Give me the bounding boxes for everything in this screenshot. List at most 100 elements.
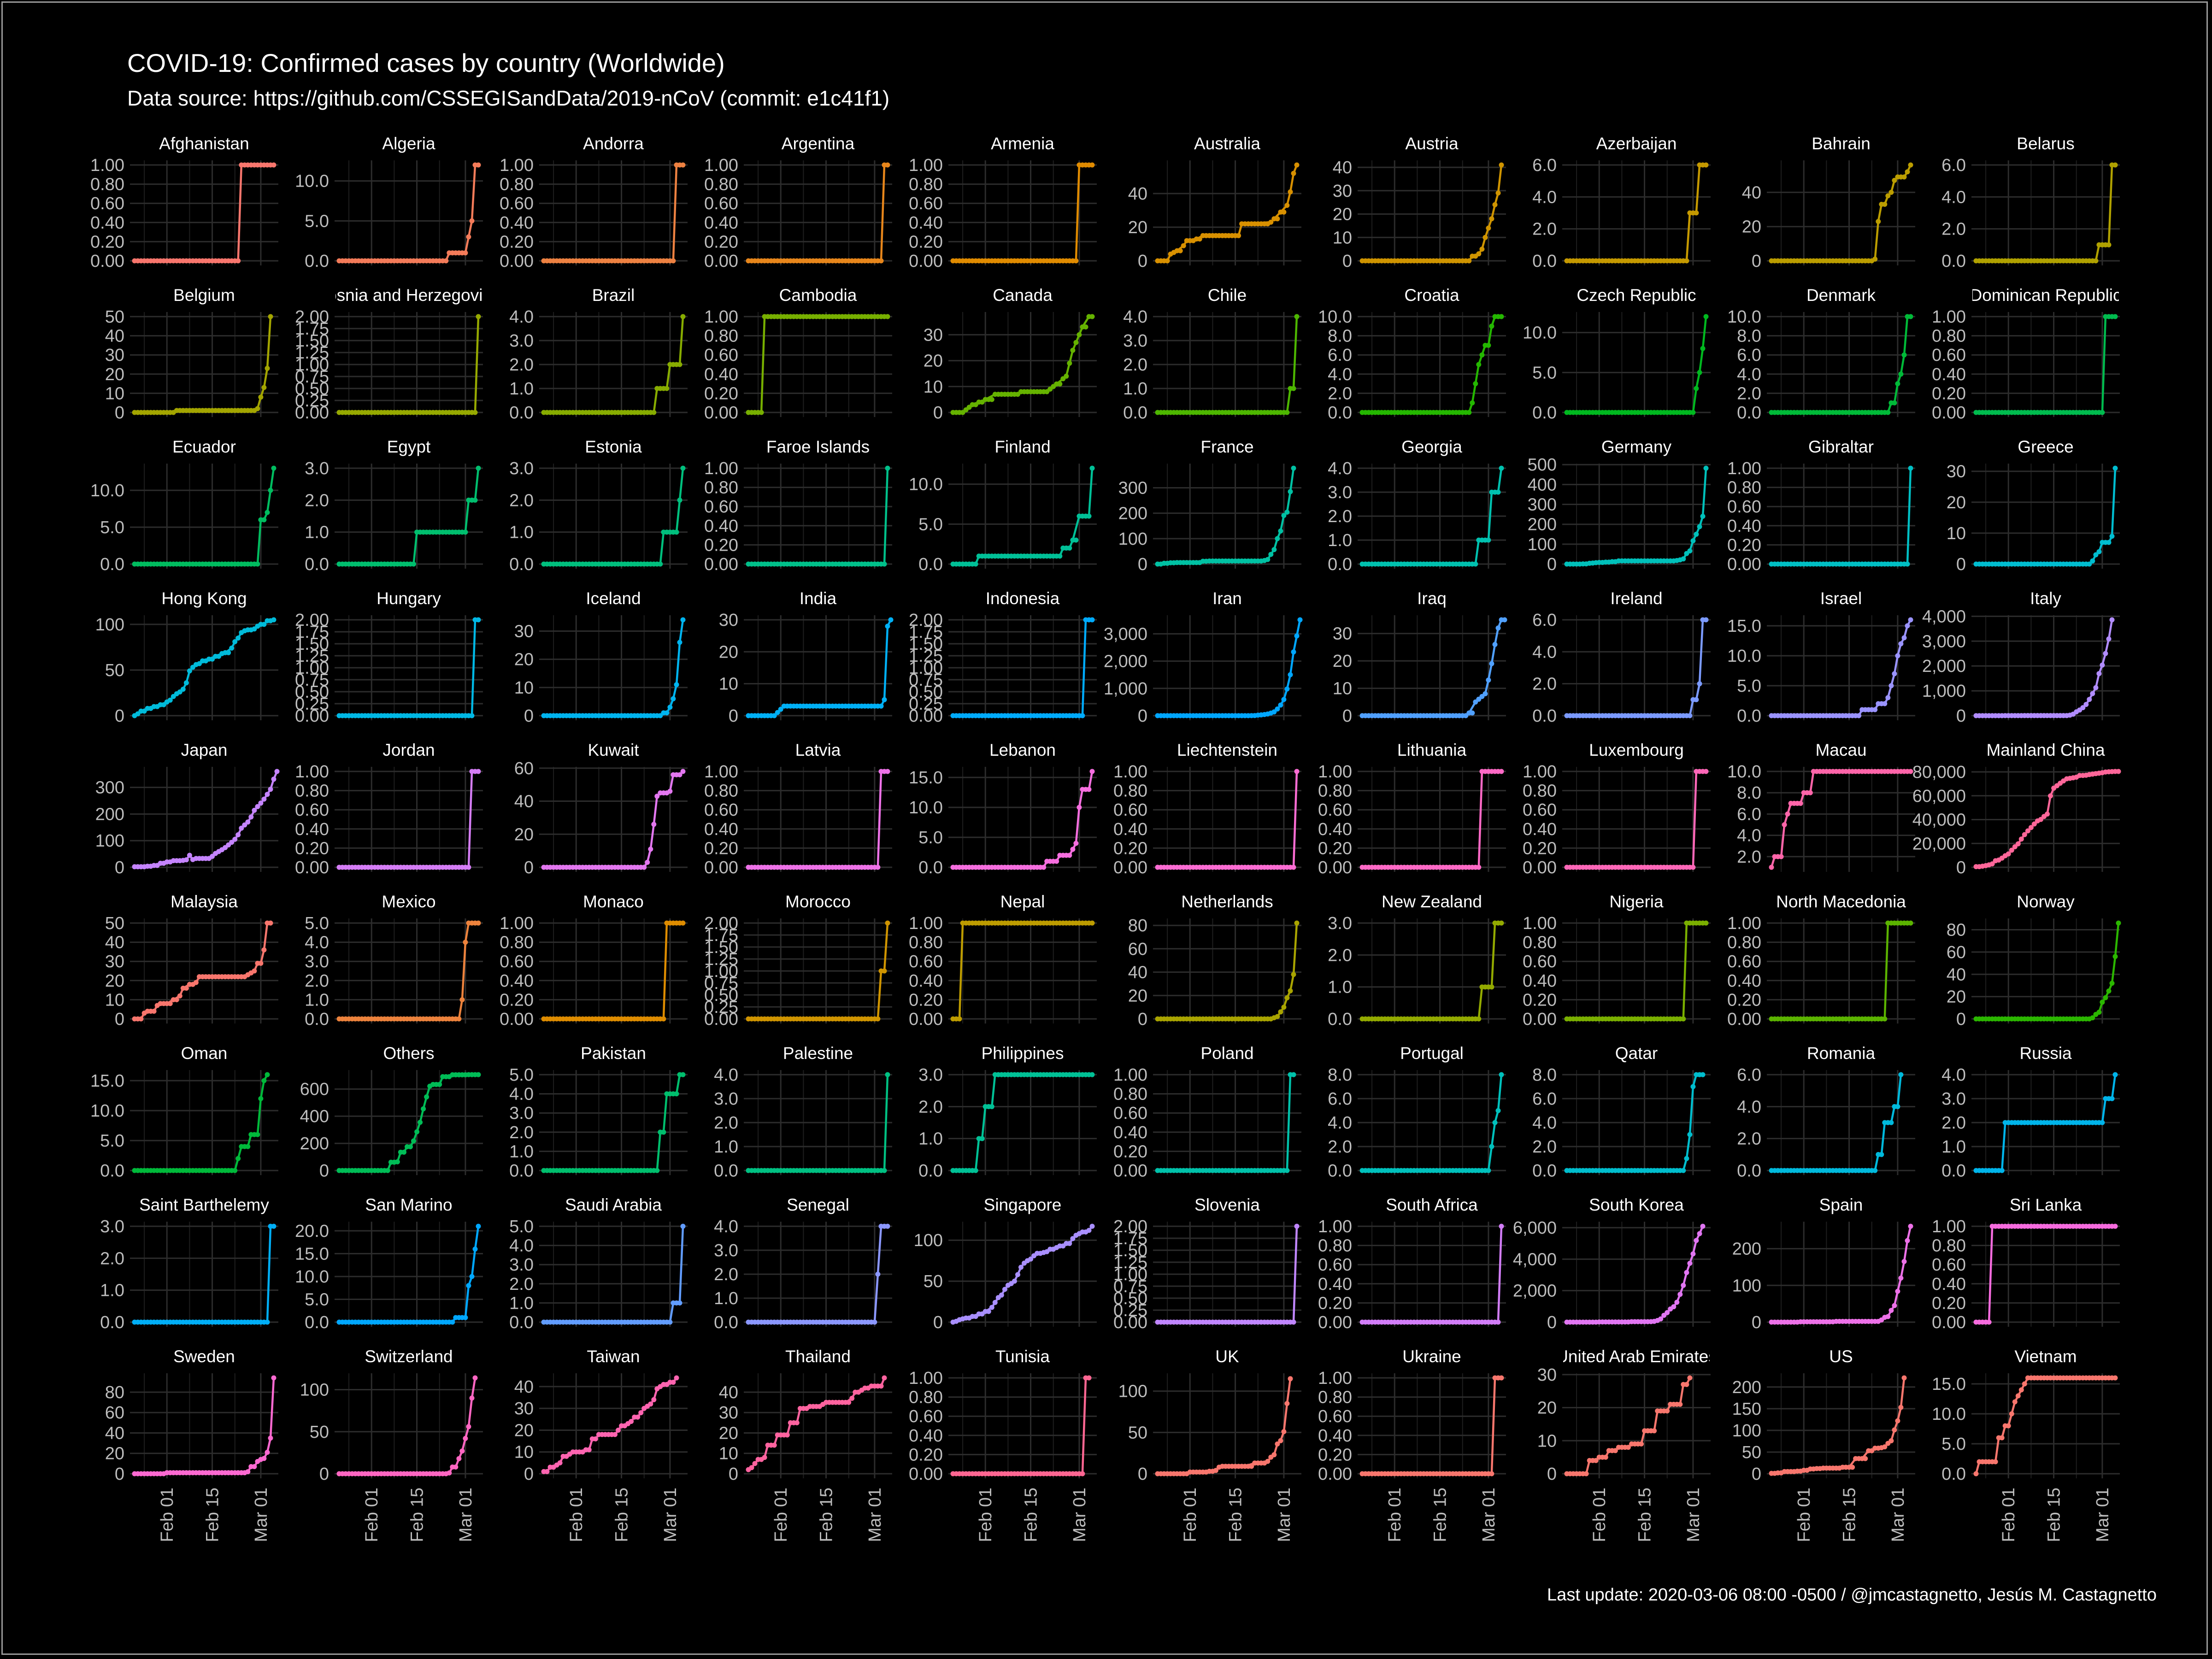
panel-indonesia: Indonesia 0.000.250.500.751.001.251.501.7… — [909, 589, 1097, 726]
data-point — [469, 1274, 475, 1279]
data-point — [1908, 920, 1913, 926]
data-point — [1486, 537, 1491, 543]
data-point — [1486, 342, 1491, 348]
data-point — [1473, 381, 1478, 387]
data-point — [1879, 1152, 1884, 1157]
data-point — [463, 1315, 468, 1320]
data-point — [271, 1224, 276, 1229]
data-point — [1798, 800, 1803, 806]
panel-afghanistan: Afghanistan 0.000.200.400.600.801.00 — [90, 134, 278, 271]
panel-macau: Macau 2.04.0 6.0 8.010.0 — [1727, 741, 1915, 872]
data-point — [1236, 233, 1241, 238]
panel-iran: Iran 0 1,000 2,000 3,000 — [1104, 589, 1303, 726]
y-tick-label: 0.80 — [704, 782, 738, 801]
panel-mainland-china: Mainland China 0 20,000 40,000 60,000 80,000 — [1912, 741, 2121, 877]
strip-label-iran: Iran — [1212, 589, 1242, 608]
panel-faroe-islands: Faroe Islands 0.000.200.400.600.801.00 — [704, 437, 892, 574]
y-tick-label: 0.40 — [909, 213, 943, 233]
data-point — [1901, 174, 1907, 180]
y-tick-label: 500 — [1528, 455, 1557, 475]
data-point — [1278, 528, 1283, 534]
data-point — [235, 258, 241, 264]
series-line-new-zealand — [1362, 922, 1501, 1020]
data-point — [1684, 258, 1689, 264]
y-tick-label: 20 — [1333, 205, 1352, 224]
data-point — [1872, 1168, 1878, 1173]
y-tick-label: 2.0 — [1328, 507, 1352, 526]
data-point — [648, 847, 653, 852]
y-tick-label: 30 — [1333, 182, 1352, 201]
y-tick-label: 0 — [115, 706, 124, 726]
data-point — [1476, 362, 1482, 367]
y-tick-label: 20 — [105, 365, 124, 384]
strip-label-malaysia: Malaysia — [171, 892, 238, 911]
data-point — [1687, 1132, 1693, 1137]
series-line-india — [748, 619, 892, 717]
y-tick-label: 0.00 — [90, 252, 124, 271]
data-point — [1067, 1241, 1072, 1246]
strip-label-andorra: Andorra — [583, 134, 644, 153]
y-tick-label: 4.0 — [1328, 459, 1352, 478]
data-point — [1690, 865, 1696, 870]
y-tick-label: 0 — [933, 403, 943, 423]
strip-label-norway: Norway — [2017, 892, 2075, 911]
y-tick-label: 0 — [115, 858, 124, 877]
data-point — [1067, 360, 1072, 366]
y-tick-label: 0.80 — [500, 175, 534, 194]
y-tick-label: 2.0 — [1941, 220, 1966, 239]
y-tick-label: 40 — [1128, 184, 1147, 204]
data-point — [1687, 1260, 1693, 1266]
data-point — [1291, 386, 1296, 391]
page-subtitle: Data source: https://github.com/CSSEGISa… — [127, 86, 890, 110]
data-point — [463, 940, 468, 945]
data-point — [2083, 702, 2089, 707]
y-tick-label: 0.60 — [704, 800, 738, 820]
data-point — [1291, 171, 1296, 176]
y-tick-label: 0.60 — [1523, 952, 1557, 971]
strip-label-canada: Canada — [993, 286, 1053, 305]
data-point — [882, 968, 887, 974]
y-tick-label: 0.40 — [1318, 1275, 1352, 1294]
y-tick-label: 0.40 — [1113, 1123, 1147, 1142]
panel-algeria: Algeria 0.0 5.0 10.0 — [295, 134, 483, 271]
y-tick-label: 0 — [933, 1313, 943, 1332]
panel-estonia: Estonia 0.0 1.0 2.0 3.0 — [509, 437, 688, 574]
data-point — [1089, 162, 1095, 168]
data-point — [476, 1072, 481, 1077]
y-tick-label: 0.0 — [1328, 1161, 1352, 1181]
y-tick-label: 0.80 — [1113, 1085, 1147, 1104]
data-point — [459, 997, 465, 1002]
y-tick-label: 0.40 — [1727, 971, 1761, 991]
y-tick-label: 0.80 — [1932, 327, 1966, 346]
data-point — [385, 1168, 390, 1173]
data-point — [1694, 210, 1699, 216]
y-tick-label: 0.20 — [295, 839, 329, 858]
data-point — [1288, 988, 1293, 994]
data-point — [1165, 258, 1170, 264]
data-point — [414, 1129, 420, 1135]
y-tick-label: 0.50 — [295, 682, 329, 702]
panel-greece: Greece 0 10 20 30 — [1947, 437, 2120, 574]
data-point — [778, 706, 783, 712]
y-tick-label: 6,000 — [1513, 1218, 1557, 1238]
data-point — [1690, 1251, 1696, 1257]
y-tick-label: 1.00 — [1318, 1217, 1352, 1236]
data-point — [1499, 1072, 1504, 1077]
strip-label-afghanistan: Afghanistan — [159, 134, 249, 153]
y-tick-label: 0.60 — [909, 194, 943, 213]
strip-label-czech-republic: Czech Republic — [1577, 286, 1696, 305]
y-tick-label: 1.00 — [704, 156, 738, 175]
y-tick-label: 0.0 — [100, 1313, 124, 1332]
y-tick-label: 0.50 — [909, 682, 943, 702]
data-point — [1089, 769, 1095, 774]
data-point — [1697, 1231, 1702, 1236]
data-point — [1495, 489, 1501, 495]
y-tick-label: 0.40 — [1318, 820, 1352, 839]
panel-nigeria: Nigeria 0.000.200.400.600.801.00 — [1523, 892, 1711, 1029]
y-tick-label: 4,000 — [1513, 1250, 1557, 1269]
panel-poland: Poland 0.000.200.400.600.801.00 — [1113, 1044, 1301, 1181]
strip-label-algeria: Algeria — [382, 134, 435, 153]
data-point — [771, 713, 777, 718]
strip-label-indonesia: Indonesia — [986, 589, 1060, 608]
